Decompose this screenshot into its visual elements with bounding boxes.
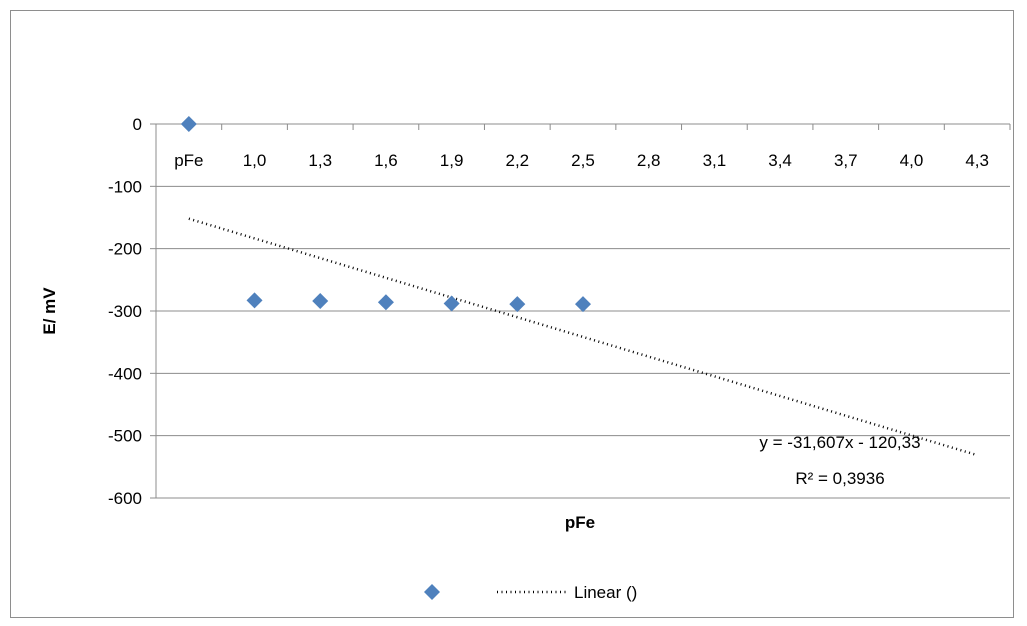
x-tick-label: 1,3 (308, 151, 332, 170)
x-tick-labels: pFe 1,0 1,3 1,6 1,9 2,2 2,5 2,8 3,1 3,4 3,7 4,0 4,3 (174, 151, 989, 170)
y-tick-label: -600 (108, 489, 142, 508)
gridlines (156, 185, 1010, 499)
x-tick-label: 4,3 (965, 151, 989, 170)
data-point (246, 292, 263, 309)
y-tick-label: 0 (133, 115, 142, 134)
y-tick-labels: 0 -100 -200 -300 -400 -500 -600 (108, 115, 142, 508)
chart-frame (10, 10, 1014, 618)
data-point (377, 294, 394, 311)
x-tick-label: 4,0 (900, 151, 924, 170)
x-tick-label: 2,2 (505, 151, 529, 170)
y-tick-label: -400 (108, 364, 142, 383)
y-tick-label: -300 (108, 302, 142, 321)
x-tick-label: 3,4 (768, 151, 792, 170)
legend: Linear () (424, 583, 637, 602)
axes (150, 123, 1011, 499)
x-tick-label: 3,7 (834, 151, 858, 170)
x-tick-label: 1,0 (243, 151, 267, 170)
trendline-equation: y = -31,607x - 120,33 (759, 433, 920, 452)
y-tick-label: -100 (108, 177, 142, 196)
x-tick-label: 3,1 (703, 151, 727, 170)
data-points (180, 116, 591, 313)
x-tick-label: 2,8 (637, 151, 661, 170)
x-tick-label: 1,6 (374, 151, 398, 170)
legend-diamond-marker (424, 584, 440, 600)
data-point (509, 296, 526, 313)
data-point (575, 296, 591, 313)
x-tick-label: 1,9 (440, 151, 464, 170)
r-squared-label: R² = 0,3936 (795, 469, 884, 488)
y-tick-label: -200 (108, 240, 142, 259)
data-point (443, 295, 460, 312)
x-axis-title: pFe (565, 513, 595, 532)
data-point (180, 116, 197, 132)
data-point (312, 293, 329, 310)
y-axis-title: E/ mV (40, 287, 59, 335)
legend-trendline-label: Linear () (574, 583, 637, 602)
x-tick-label: pFe (174, 151, 203, 170)
y-tick-label: -500 (108, 427, 142, 446)
x-tick-label: 2,5 (571, 151, 595, 170)
trendline (188, 217, 978, 457)
trendline-group (188, 217, 978, 457)
